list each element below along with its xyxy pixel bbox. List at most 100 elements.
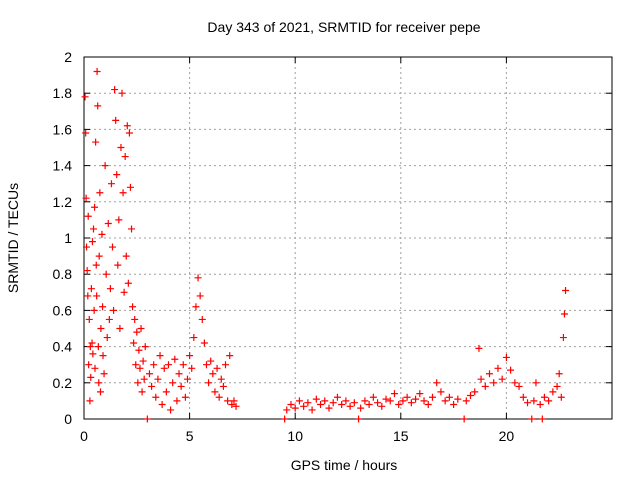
data-point xyxy=(87,373,95,381)
data-point xyxy=(386,397,394,405)
data-point xyxy=(175,370,183,378)
data-point xyxy=(477,375,485,383)
data-point xyxy=(98,230,106,238)
data-points xyxy=(81,67,570,423)
data-point xyxy=(101,162,109,170)
data-point xyxy=(559,334,567,342)
data-point xyxy=(148,382,156,390)
data-point xyxy=(445,393,453,401)
data-point xyxy=(106,285,114,293)
data-point xyxy=(160,364,168,372)
data-point xyxy=(87,285,95,293)
data-point xyxy=(143,415,151,423)
data-point xyxy=(545,397,553,405)
data-point xyxy=(84,292,92,300)
data-point xyxy=(128,225,136,233)
data-point xyxy=(378,402,386,410)
data-point xyxy=(156,352,164,360)
data-point xyxy=(226,352,234,360)
data-point xyxy=(481,382,489,390)
data-point xyxy=(403,393,411,401)
data-point xyxy=(281,415,289,423)
data-point xyxy=(95,252,103,260)
data-point xyxy=(169,379,177,387)
data-point xyxy=(91,364,99,372)
data-point xyxy=(462,397,470,405)
data-point xyxy=(502,353,510,361)
data-point xyxy=(100,370,108,378)
y-tick-label: 0.4 xyxy=(53,339,73,355)
data-point xyxy=(88,339,96,347)
ticks xyxy=(83,56,612,420)
data-point xyxy=(205,379,213,387)
y-tick-label: 2 xyxy=(64,49,72,65)
data-point xyxy=(131,315,139,323)
data-point xyxy=(399,397,407,405)
data-point xyxy=(138,388,146,396)
data-point xyxy=(321,397,329,405)
data-point xyxy=(137,325,145,332)
data-point xyxy=(382,395,390,403)
data-point xyxy=(82,129,90,137)
data-point xyxy=(88,238,96,246)
data-point xyxy=(83,243,91,251)
data-point xyxy=(494,364,502,372)
data-point xyxy=(530,397,538,405)
data-point xyxy=(224,397,232,405)
data-point xyxy=(420,397,428,405)
y-tick-label: 1.2 xyxy=(53,194,73,210)
data-point xyxy=(114,261,122,269)
data-point xyxy=(196,292,204,300)
data-point xyxy=(86,397,94,405)
data-point xyxy=(536,401,544,409)
data-point xyxy=(186,352,194,360)
data-point xyxy=(99,352,107,360)
data-point xyxy=(110,306,118,314)
y-tick-label: 0 xyxy=(64,411,72,427)
data-point xyxy=(507,366,515,374)
data-point xyxy=(350,399,358,407)
data-point xyxy=(90,306,98,314)
data-point xyxy=(342,397,350,405)
data-point xyxy=(215,393,223,401)
data-point xyxy=(291,404,299,412)
data-point xyxy=(325,404,333,412)
data-point xyxy=(407,399,415,407)
data-point xyxy=(164,361,172,369)
data-point xyxy=(217,375,225,383)
data-point xyxy=(454,395,462,403)
data-point xyxy=(85,315,93,323)
data-point xyxy=(390,390,398,398)
data-point xyxy=(97,325,105,332)
x-tick-label: 10 xyxy=(287,428,303,444)
data-point xyxy=(113,171,121,179)
data-point xyxy=(109,243,117,251)
data-point xyxy=(424,401,432,409)
data-point xyxy=(437,388,445,396)
data-point xyxy=(202,361,210,369)
chart-title: Day 343 of 2021, SRMTID for receiver pep… xyxy=(207,19,480,35)
data-point xyxy=(333,393,341,401)
data-point xyxy=(395,401,403,409)
data-point xyxy=(355,415,363,423)
data-point xyxy=(329,399,337,407)
data-point xyxy=(81,93,89,101)
data-point xyxy=(95,379,103,387)
data-point xyxy=(475,344,483,352)
y-tick-label: 0.6 xyxy=(53,302,73,318)
x-tick-labels: 0 5 10 15 20 xyxy=(80,428,514,444)
data-point xyxy=(93,67,101,75)
data-point xyxy=(207,357,215,365)
data-point xyxy=(498,375,506,383)
data-point xyxy=(121,153,129,161)
data-point xyxy=(135,346,143,354)
data-point xyxy=(194,274,202,282)
data-point xyxy=(295,397,303,405)
data-point xyxy=(300,402,308,410)
data-point xyxy=(82,194,90,202)
data-point xyxy=(103,334,111,342)
data-point xyxy=(90,225,98,233)
data-point xyxy=(198,315,206,323)
data-point xyxy=(120,288,128,296)
